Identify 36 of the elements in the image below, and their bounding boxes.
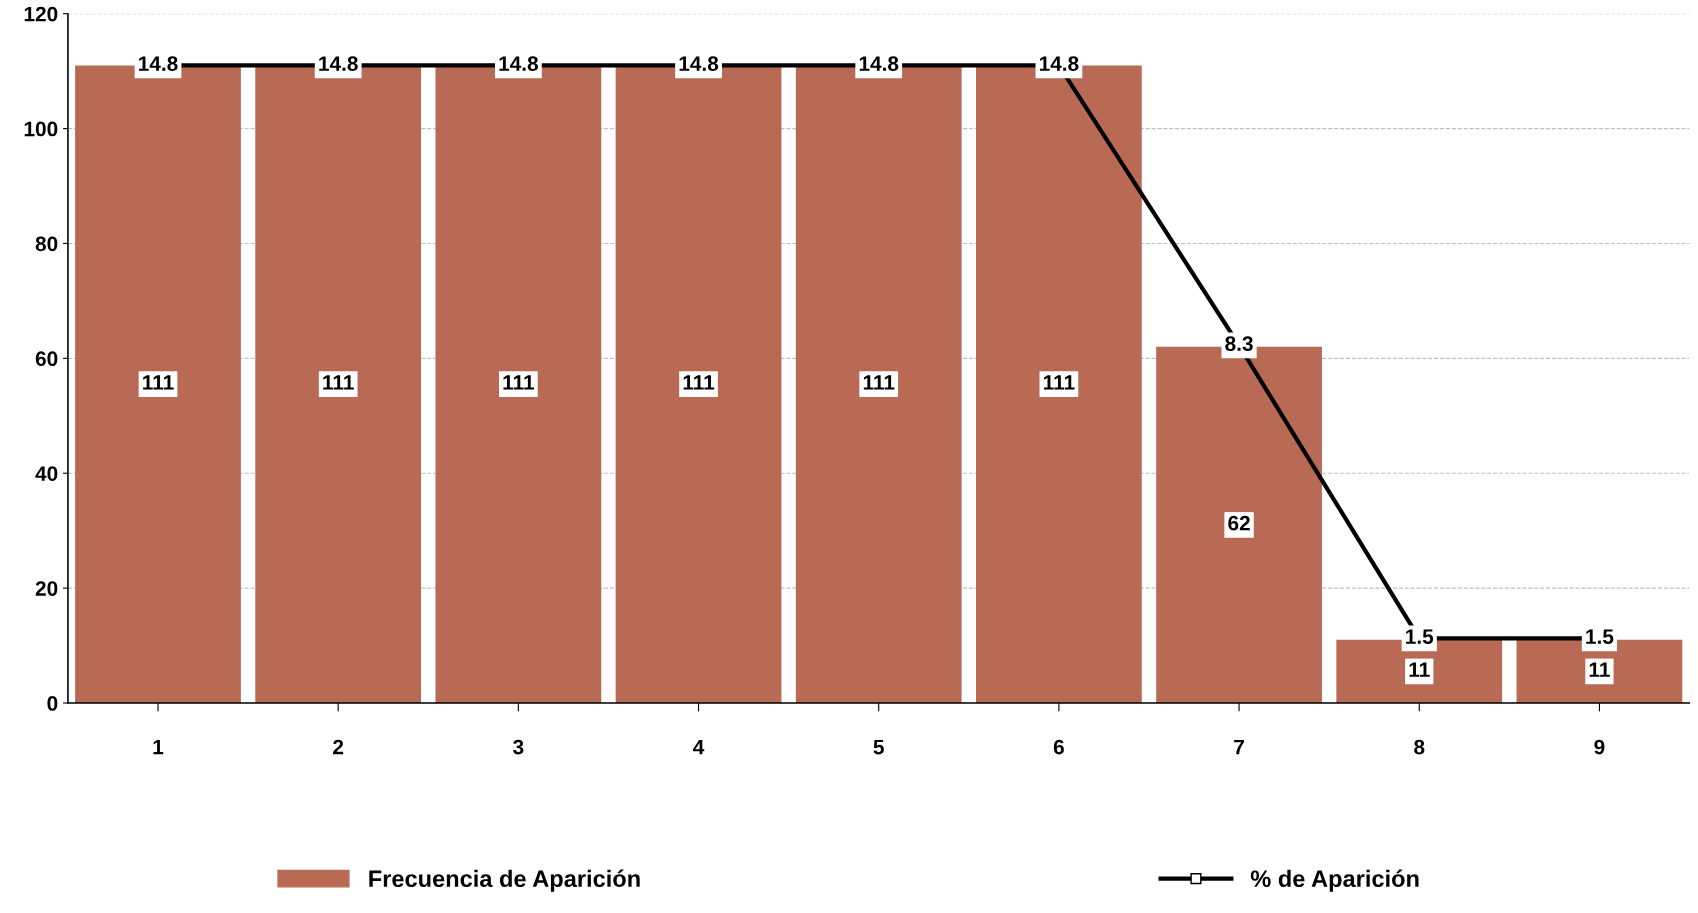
- data-label: 1.5: [1406, 629, 1434, 644]
- x-tick-label: 6: [1053, 739, 1064, 755]
- data-label: 11: [1589, 662, 1610, 677]
- data-label: 111: [503, 375, 535, 390]
- x-tick-label: 5: [873, 739, 884, 755]
- y-tick-label: 0: [47, 696, 58, 711]
- y-tick-label: 80: [35, 236, 58, 252]
- x-tick-label: 3: [513, 739, 524, 755]
- data-label: 14.8: [319, 56, 358, 71]
- data-label: 14.8: [859, 56, 899, 71]
- data-label: 62: [1228, 515, 1250, 531]
- data-label: 11: [1409, 662, 1430, 677]
- legend-label: Frecuencia de Aparición: [369, 869, 640, 892]
- x-tick-label: 8: [1414, 739, 1425, 755]
- y-tick-label: 100: [24, 121, 58, 137]
- y-tick-label: 60: [35, 351, 58, 367]
- x-tick-label: 4: [693, 739, 705, 755]
- data-label: 14.8: [1039, 56, 1079, 71]
- data-label: 111: [683, 375, 715, 390]
- data-label: 14.8: [139, 56, 178, 71]
- data-label: 111: [1043, 375, 1075, 390]
- data-label: 8.3: [1225, 336, 1253, 352]
- legend-label: % de Aparición: [1250, 869, 1419, 892]
- y-tick-label: 120: [24, 6, 58, 22]
- y-tick-label: 20: [35, 581, 58, 596]
- data-label: 111: [323, 375, 354, 390]
- data-label: 14.8: [499, 56, 538, 71]
- x-tick-label: 2: [333, 739, 344, 755]
- x-tick-label: 9: [1594, 739, 1605, 755]
- data-label: 1.5: [1586, 629, 1614, 644]
- y-tick-label: 40: [35, 466, 58, 481]
- data-label: 111: [863, 375, 895, 390]
- data-label: 14.8: [679, 56, 719, 71]
- x-tick-label: 1: [153, 739, 164, 755]
- x-tick-label: 7: [1234, 739, 1244, 755]
- data-label: 111: [143, 375, 174, 390]
